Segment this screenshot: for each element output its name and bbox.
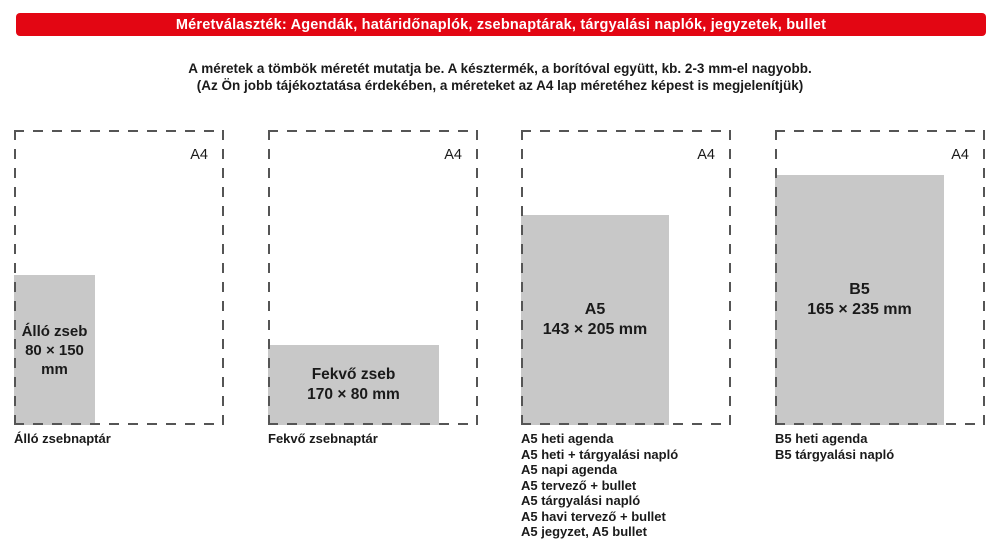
product-size-box: A5 143 × 205 mm [521, 215, 669, 425]
a4-label: A4 [951, 147, 969, 163]
caption-line: A5 jegyzet, A5 bullet [521, 524, 647, 539]
intro-line-1: A méretek a tömbök méretét mutatja be. A… [188, 61, 812, 76]
box-size-line: 170 × 80 mm [307, 386, 400, 403]
a4-label: A4 [190, 147, 208, 163]
box-title-line: Álló zseb [21, 322, 88, 340]
caption-line: Álló zsebnaptár [14, 431, 111, 446]
box-size-line: 143 × 205 mm [542, 321, 648, 338]
panel-allo-zseb: A4 Álló zseb 80 × 150 mm Álló zsebnaptár [14, 130, 254, 446]
intro-line-2: (Az Ön jobb tájékoztatása érdekében, a m… [196, 77, 804, 93]
a4-sheet-outline: A4 Álló zseb 80 × 150 mm [14, 130, 224, 425]
a4-sheet-outline: A4 A5 143 × 205 mm [521, 130, 731, 425]
caption-list: B5 heti agenda B5 tárgyalási napló [775, 431, 1000, 462]
product-size-box: Álló zseb 80 × 150 mm [14, 275, 95, 425]
panel-a5: A4 A5 143 × 205 mm A5 heti agenda A5 het… [521, 130, 761, 539]
page-title: Méretválaszték: Agendák, határidőnaplók,… [175, 16, 827, 33]
caption-line: A5 havi tervező + bullet [521, 508, 666, 524]
caption-line: B5 heti agenda [775, 431, 868, 446]
panel-fekvo-zseb: A4 Fekvő zseb 170 × 80 mm Fekvő zsebnapt… [268, 130, 508, 446]
caption-line: Fekvő zsebnaptár [268, 431, 378, 446]
intro-text: A méretek a tömbök méretét mutatja be. A… [0, 61, 1000, 94]
a4-sheet-outline: A4 B5 165 × 235 mm [775, 130, 985, 425]
box-size-unit: mm [41, 360, 68, 378]
caption-line: A5 heti + tárgyalási napló [521, 446, 679, 462]
caption-line: A5 tárgyalási napló [521, 493, 641, 508]
box-title-line: Fekvő zseb [311, 366, 396, 383]
box-size-line: 80 × 150 [25, 341, 84, 359]
caption-line: A5 napi agenda [521, 462, 618, 477]
product-size-box: B5 165 × 235 mm [775, 175, 944, 425]
title-banner: Méretválaszték: Agendák, határidőnaplók,… [16, 13, 986, 36]
caption-list: A5 heti agenda A5 heti + tárgyalási napl… [521, 431, 761, 540]
box-size-line: 165 × 235 mm [807, 301, 912, 318]
box-title-line: B5 [849, 281, 870, 298]
product-size-box: Fekvő zseb 170 × 80 mm [268, 345, 439, 425]
caption-list: Fekvő zsebnaptár [268, 431, 508, 447]
caption-list: Álló zsebnaptár [14, 431, 254, 447]
a4-label: A4 [697, 147, 715, 163]
caption-line: A5 tervező + bullet [521, 477, 637, 493]
box-title-line: A5 [584, 301, 606, 318]
panel-b5: A4 B5 165 × 235 mm B5 heti agenda B5 tár… [775, 130, 1000, 462]
caption-line: A5 heti agenda [521, 431, 614, 446]
a4-label: A4 [444, 147, 462, 163]
a4-sheet-outline: A4 Fekvő zseb 170 × 80 mm [268, 130, 478, 425]
caption-line: B5 tárgyalási napló [775, 446, 895, 462]
